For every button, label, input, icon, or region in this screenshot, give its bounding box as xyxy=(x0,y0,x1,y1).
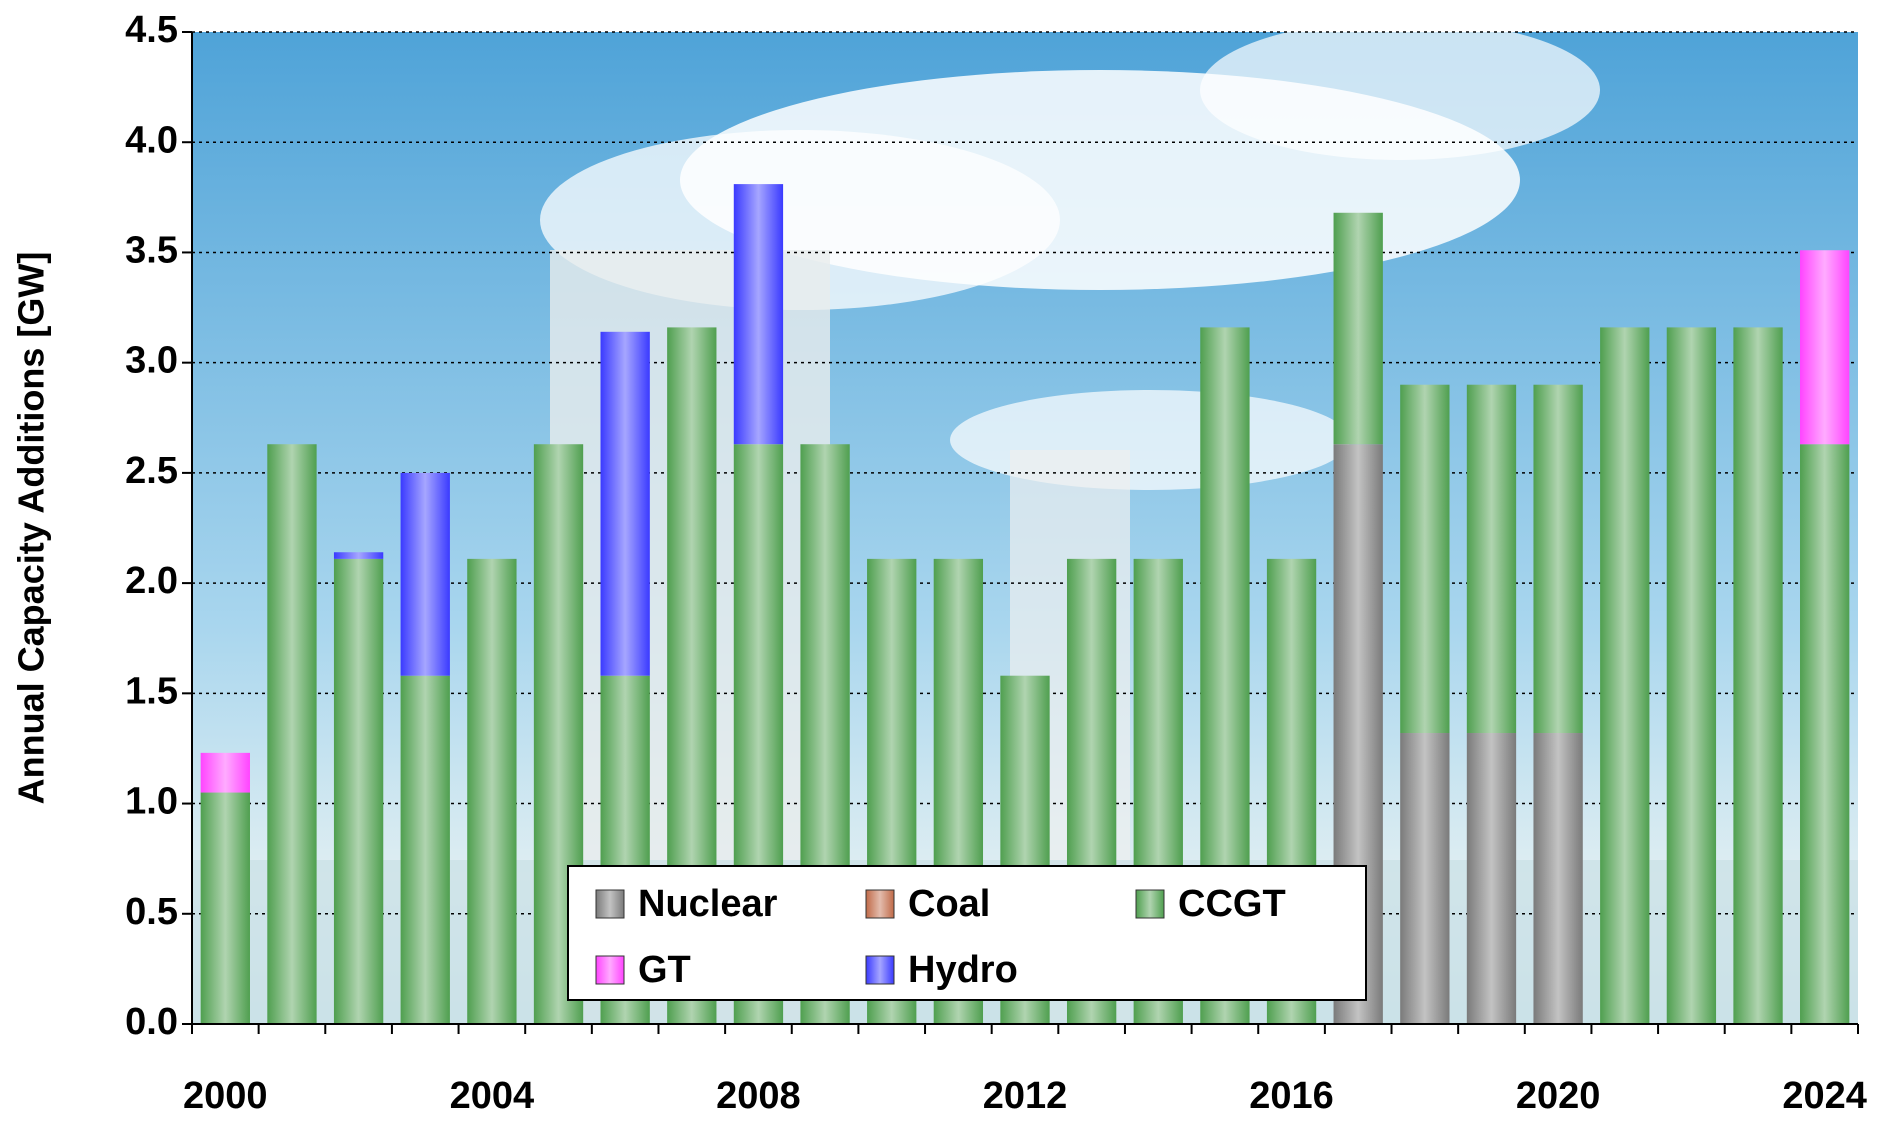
bar-segment xyxy=(467,559,516,1024)
legend-swatch xyxy=(866,956,894,984)
bar-segment xyxy=(401,676,450,1024)
x-tick-label: 2008 xyxy=(716,1075,801,1117)
bar-segment xyxy=(1400,385,1449,733)
bar-segment xyxy=(1467,733,1516,1024)
chart: Annual Capacity Additions [GW] 0.0 0.5 1.0… xyxy=(0,0,1883,1124)
y-tick-label: 3.0 xyxy=(125,340,178,382)
bar-segment xyxy=(601,332,650,676)
bar-segment xyxy=(201,793,250,1024)
y-tick-label: 1.0 xyxy=(125,781,178,823)
bar-segment xyxy=(1533,385,1582,733)
legend-label: Nuclear xyxy=(638,883,778,925)
x-tick-label: 2012 xyxy=(983,1075,1068,1117)
bar-segment xyxy=(1800,250,1849,444)
bar-segment xyxy=(201,753,250,793)
legend-swatch xyxy=(1136,890,1164,918)
y-tick-label: 4.5 xyxy=(125,9,178,51)
bar-segment xyxy=(267,444,316,1024)
x-tick-label: 2020 xyxy=(1516,1075,1601,1117)
bar-segment xyxy=(1467,385,1516,733)
bar-segment xyxy=(1400,733,1449,1024)
bar-segment xyxy=(334,559,383,1024)
x-tick-label: 2024 xyxy=(1782,1075,1867,1117)
y-tick-label: 2.0 xyxy=(125,560,178,602)
bar-segment xyxy=(1533,733,1582,1024)
legend-label: Hydro xyxy=(908,949,1018,991)
bar-segment xyxy=(1800,444,1849,1024)
bar-segment xyxy=(734,184,783,444)
bar-segment xyxy=(334,552,383,559)
x-tick-label: 2000 xyxy=(183,1075,268,1117)
legend: Nuclear Coal CCGT GT Hydro xyxy=(568,866,1366,1000)
legend-swatch xyxy=(596,956,624,984)
bar-segment xyxy=(1733,327,1782,1024)
legend-label: Coal xyxy=(908,883,990,925)
y-tick-label: 0.0 xyxy=(125,1001,178,1043)
bar-segment xyxy=(1667,327,1716,1024)
y-tick-label: 4.0 xyxy=(125,119,178,161)
y-axis-label: Annual Capacity Additions [GW] xyxy=(11,252,52,805)
bar-segment xyxy=(1334,213,1383,444)
legend-label: GT xyxy=(638,949,691,991)
legend-swatch xyxy=(866,890,894,918)
y-tick-label: 3.5 xyxy=(125,229,178,271)
x-tick-label: 2004 xyxy=(450,1075,535,1117)
bar-segment xyxy=(401,473,450,676)
y-tick-label: 2.5 xyxy=(125,450,178,492)
page: {"chart_data": {"type": "stacked-bar", "… xyxy=(0,0,1883,1124)
x-tick-label: 2016 xyxy=(1249,1075,1334,1117)
y-tick-label: 0.5 xyxy=(125,891,178,933)
y-tick-label: 1.5 xyxy=(125,670,178,712)
legend-swatch xyxy=(596,890,624,918)
bar-segment xyxy=(1600,327,1649,1024)
legend-label: CCGT xyxy=(1178,883,1286,925)
